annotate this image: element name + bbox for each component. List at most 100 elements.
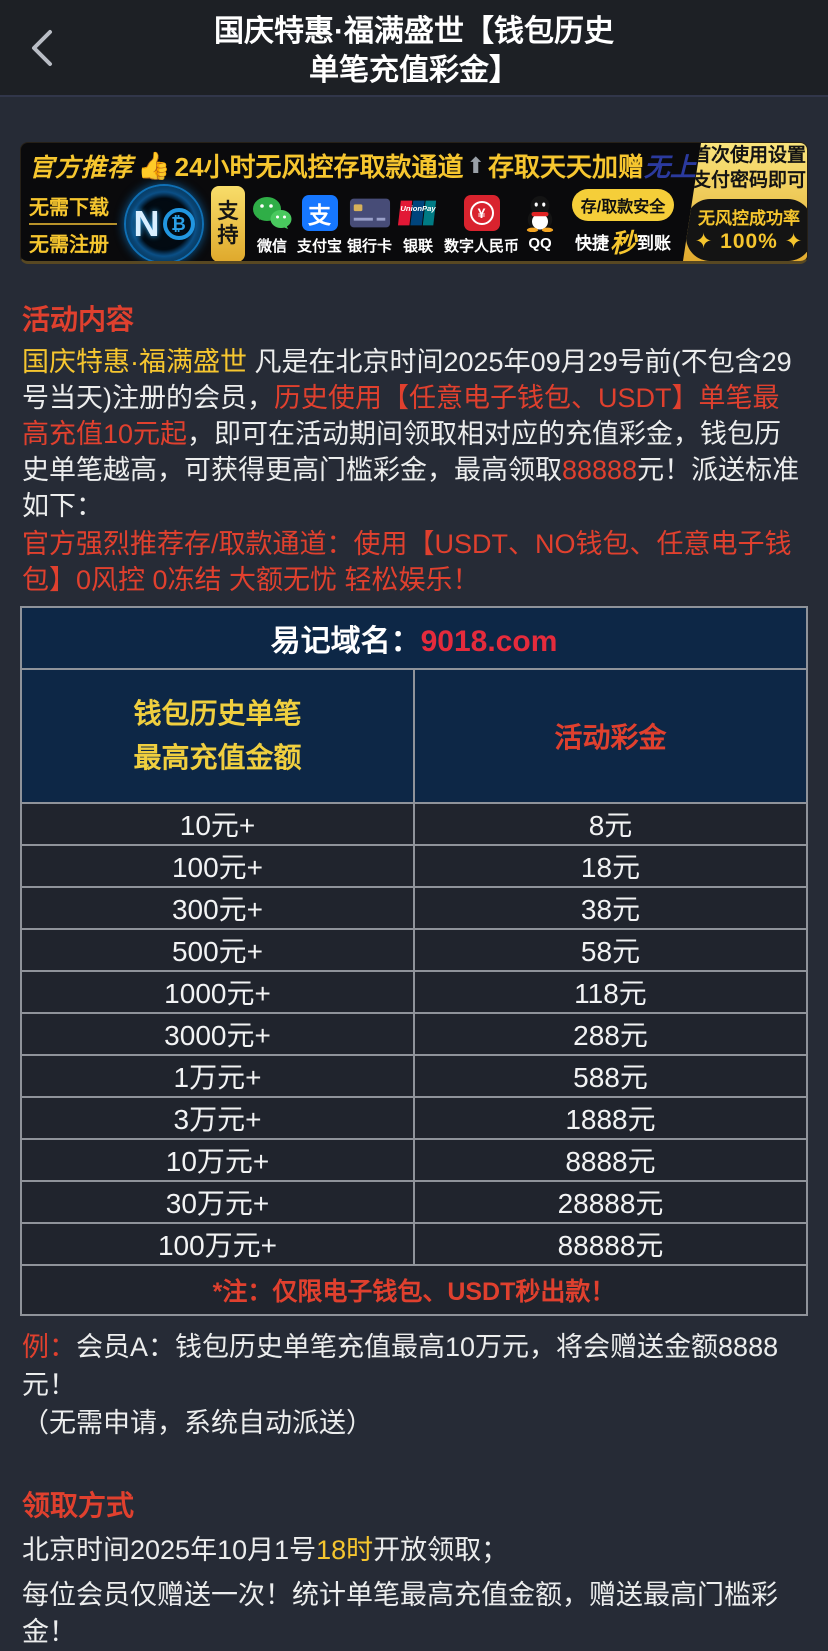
table-row: 3万元+ 1888元 — [20, 1096, 808, 1140]
table-note-row: *注：仅限电子钱包、USDT秒出款！ — [20, 1264, 808, 1316]
payment-method-wechat: 微信 — [252, 193, 292, 256]
section-title-claim: 领取方式 — [22, 1490, 135, 1521]
digital-rmb-icon: ¥ — [463, 193, 500, 233]
claim-time-line: 北京时间2025年10月1号18时开放领取； — [22, 1535, 509, 1565]
recharge-amount: 1万元+ — [20, 1054, 415, 1098]
payment-method-unionpay: UnionPay 银联 — [397, 193, 439, 256]
bonus-amount: 38元 — [413, 886, 808, 930]
column-header-row: 钱包历史单笔 最高充值金额 活动彩金 — [20, 668, 808, 804]
example-label: 例： — [22, 1332, 76, 1362]
recharge-amount: 100万元+ — [20, 1222, 415, 1266]
table-row: 500元+ 58元 — [20, 928, 808, 972]
table-row: 10万元+ 8888元 — [20, 1138, 808, 1182]
payment-label: 支付宝 — [297, 237, 343, 255]
claim-time-highlight: 18时 — [316, 1535, 374, 1565]
highlight-condition-text: 历史使用【任意电子钱包、USDT】单笔最高充值10元起 — [22, 383, 780, 449]
domain-label: 易记域名： — [270, 625, 421, 658]
recharge-amount: 3000元+ — [20, 1012, 415, 1056]
domain-row: 易记域名：9018.com — [20, 606, 808, 670]
first-use-line2: 支付密码即可 — [691, 170, 806, 191]
app-header: 国庆特惠·福满盛世【钱包历史 单笔充值彩金】 — [0, 0, 828, 97]
table-row: 30万元+ 28888元 — [20, 1180, 808, 1224]
banner-safety-column: 存/取款安全 快捷 秒 到账 — [565, 188, 681, 260]
success-rate-pill: 无风控成功率 ✦ 100% ✦ — [685, 199, 807, 261]
payment-method-alipay: 支 支付宝 — [297, 193, 342, 256]
activity-paragraph: 国庆特惠·福满盛世 凡是在北京时间2025年09月29号前(不包含29号当天)注… — [22, 347, 800, 521]
bonus-table: 易记域名：9018.com 钱包历史单笔 最高充值金额 活动彩金 10元+ 8元 … — [20, 606, 808, 1316]
unionpay-icon: UnionPay — [397, 193, 439, 233]
recharge-amount: 10元+ — [20, 802, 415, 846]
banner-headline-row: 官方推荐 👍 24小时无风控存取款通道 ⬆ 存取天天加赠 无上限 — [29, 147, 722, 184]
table-row: 1万元+ 588元 — [20, 1054, 808, 1098]
back-chevron-icon — [32, 30, 52, 66]
payment-methods: 微信 支 支付宝 — [252, 193, 556, 256]
payment-label: 数字人民币 — [444, 237, 520, 255]
payment-label: 微信 — [256, 237, 287, 255]
no-wallet-logo: N ₿ — [124, 184, 204, 261]
no-download-label: 无需下载 — [29, 188, 117, 225]
recharge-amount: 1000元+ — [20, 970, 415, 1014]
banner-left-claims: 无需下载 无需注册 — [29, 188, 117, 260]
bonus-amount: 58元 — [413, 928, 808, 972]
banner-official-label: 官方推荐 — [29, 153, 134, 182]
table-row: 1000元+ 118元 — [20, 970, 808, 1014]
miao-highlight: 秒 — [609, 227, 636, 258]
section-title-activity: 活动内容 — [22, 304, 135, 335]
up-arrow-icon: ⬆ — [466, 152, 485, 178]
thumbs-up-icon: 👍 — [137, 150, 171, 181]
promo-name-text: 国庆特惠·福满盛世 — [22, 347, 247, 377]
banner-main: 官方推荐 👍 24小时无风控存取款通道 ⬆ 存取天天加赠 无上限 无需下载 无需… — [21, 143, 722, 261]
bonus-amount: 8元 — [413, 802, 808, 846]
success-rate-value: ✦ 100% ✦ — [694, 230, 804, 253]
promo-banner[interactable]: 官方推荐 👍 24小时无风控存取款通道 ⬆ 存取天天加赠 无上限 无需下载 无需… — [20, 142, 808, 264]
payment-method-qq: QQ — [524, 193, 556, 252]
qq-icon — [524, 193, 556, 233]
table-row: 10元+ 8元 — [20, 802, 808, 846]
no-logo-letter: N — [133, 203, 160, 244]
page-title-line2: 单笔充值彩金】 — [309, 53, 519, 87]
table-row: 100元+ 18元 — [20, 844, 808, 888]
page-title: 国庆特惠·福满盛世【钱包历史 单笔充值彩金】 — [214, 6, 614, 90]
bonus-amount: 288元 — [413, 1012, 808, 1056]
bonus-amount: 8888元 — [413, 1138, 808, 1182]
safe-withdraw-pill: 存/取款安全 — [571, 188, 675, 221]
bank-card-icon — [349, 193, 391, 233]
no-register-label: 无需注册 — [29, 234, 109, 256]
support-label: 支 持 — [211, 186, 245, 261]
wechat-icon — [252, 193, 292, 233]
payment-label: 银行卡 — [347, 237, 393, 255]
domain-value: 9018.com — [420, 625, 558, 658]
banner-bonus-text: 存取天天加赠 — [488, 152, 645, 182]
payment-label: 银联 — [403, 237, 434, 255]
fast-arrival-text: 快捷 秒 到账 — [575, 223, 671, 260]
bonus-amount: 588元 — [413, 1054, 808, 1098]
recommend-channel-paragraph: 官方强烈推荐存/取款通道：使用【USDT、NO钱包、任意电子钱包】0风控 0冻结… — [22, 529, 792, 595]
svg-text:UnionPay: UnionPay — [400, 204, 436, 213]
payment-label: QQ — [528, 234, 552, 252]
recharge-amount: 30万元+ — [20, 1180, 415, 1224]
table-row: 3000元+ 288元 — [20, 1012, 808, 1056]
example-paragraph: 例：会员A：钱包历史单笔充值最高10万元，将会赠送金额8888元！ （无需申请，… — [22, 1332, 779, 1438]
back-button[interactable] — [20, 26, 64, 70]
banner-headline: 24小时无风控存取款通道 — [174, 152, 464, 182]
recharge-amount: 3万元+ — [20, 1096, 415, 1140]
banner-bottom-row: 无需下载 无需注册 N ₿ 支 持 — [29, 184, 681, 261]
main-content: 活动内容 国庆特惠·福满盛世 凡是在北京时间2025年09月29号前(不包含29… — [0, 264, 828, 1651]
col-header-recharge: 钱包历史单笔 最高充值金额 — [20, 668, 415, 804]
alipay-icon: 支 — [301, 193, 338, 233]
recharge-amount: 300元+ — [20, 886, 415, 930]
page-title-line1: 国庆特惠·福满盛世【钱包历史 — [214, 14, 614, 48]
max-bonus-amount: 88888 — [562, 455, 638, 485]
bonus-amount: 1888元 — [413, 1096, 808, 1140]
payment-method-digital-rmb: ¥ 数字人民币 — [444, 193, 519, 256]
recharge-amount: 100元+ — [20, 844, 415, 888]
table-note: *注：仅限电子钱包、USDT秒出款！ — [20, 1264, 808, 1316]
recharge-amount: 500元+ — [20, 928, 415, 972]
banner-right-panel: 首次使用设置 支付密码即可 无风控成功率 ✦ 100% ✦ — [683, 143, 807, 261]
recharge-amount: 10万元+ — [20, 1138, 415, 1182]
bonus-amount: 28888元 — [413, 1180, 808, 1224]
col-header-bonus: 活动彩金 — [413, 668, 808, 804]
bitcoin-icon: ₿ — [162, 208, 195, 240]
bonus-amount: 18元 — [413, 844, 808, 888]
table-row: 300元+ 38元 — [20, 886, 808, 930]
